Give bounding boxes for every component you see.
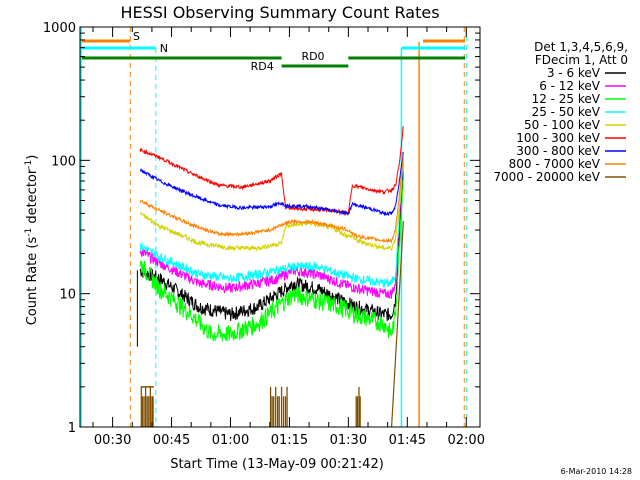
legend-header-decimation: FDecim 1, Att 0 [535,53,628,67]
y-tick-label: 10 [59,288,76,303]
legend-label: 7000 - 20000 keV [493,170,600,184]
legend-label: 12 - 25 keV [532,92,601,106]
x-tick-label: 01:30 [330,433,367,448]
x-tick-label: 02:00 [448,433,485,448]
y-tick-label: 1000 [43,21,76,36]
series-line [139,163,404,322]
legend-label: 3 - 6 keV [547,66,601,80]
chart-title: HESSI Observing Summary Count Rates [120,3,439,22]
series-lines [136,126,404,428]
legend-header-detectors: Det 1,3,4,5,6,9, [534,40,628,54]
x-tick-label: 01:00 [212,433,249,448]
x-tick-label: 00:30 [94,433,131,448]
series-line [139,155,404,245]
annotation-bars: S N RD0 RD4 [80,27,467,427]
legend-label: 100 - 300 keV [516,131,600,145]
attenuator-state-label: S [133,30,140,43]
rd4-label: RD4 [251,60,274,73]
y-axis-label: Count Rate (s-1 detector-1) [24,155,40,326]
legend-label: 50 - 100 keV [524,118,601,132]
night-label: N [160,42,168,55]
series-line [139,126,404,217]
series-line [139,157,404,299]
x-tick-label: 01:15 [271,433,308,448]
plot-frame [79,26,481,428]
y-tick-label: 100 [51,154,76,169]
legend-label: 300 - 800 keV [516,144,600,158]
x-tick-label: 00:45 [153,433,190,448]
footer-date: 6-Mar-2010 14:28 [561,467,632,476]
x-tick-label: 01:45 [389,433,426,448]
series-line [139,180,404,342]
legend-label: 25 - 50 keV [532,105,601,119]
y-tick-label: 1 [68,421,76,436]
series-line [139,160,404,289]
x-axis-label: Start Time (13-May-09 00:21:42) [170,457,384,472]
legend-label: 6 - 12 keV [539,79,601,93]
series-line [390,221,404,428]
legend-label: 800 - 7000 keV [509,157,601,171]
series-line [140,151,404,217]
series-line [140,155,404,252]
axis-ticks: 00:30 00:45 01:00 01:15 01:30 01:45 02:00 1 10 10… [43,21,485,448]
rd0-label: RD0 [301,50,324,63]
